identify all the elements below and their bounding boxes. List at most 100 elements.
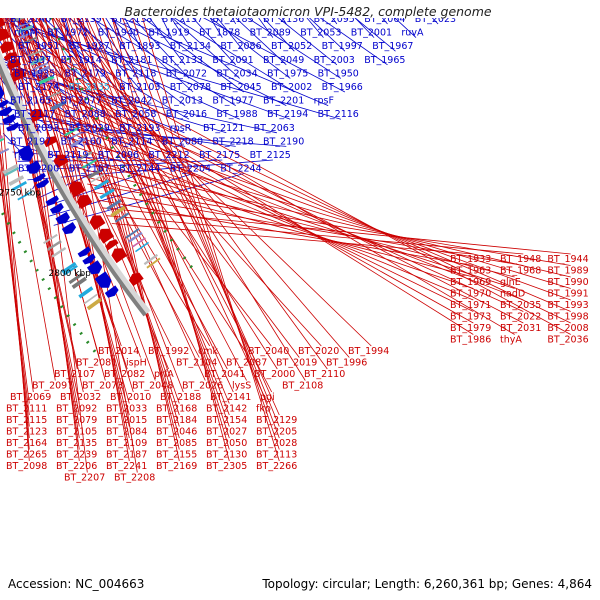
reverse-label-line bbox=[81, 18, 180, 462]
reverse-gene bbox=[76, 195, 93, 209]
scale-label: 2750 kbp bbox=[0, 188, 41, 198]
reverse-gene-label: BT_2142 bbox=[206, 404, 247, 415]
reverse-label-line bbox=[17, 18, 80, 450]
forward-label-line bbox=[0, 56, 143, 134]
forward-gene-label: ruvA bbox=[401, 28, 424, 39]
forward-gene-label: BT_2139 bbox=[61, 14, 102, 25]
forward-gene bbox=[77, 246, 91, 258]
reverse-gene-label: BT_2040 bbox=[248, 346, 289, 357]
forward-gene-label: BT_2204 bbox=[170, 164, 211, 175]
reverse-label-line bbox=[69, 18, 328, 370]
reverse-label-line bbox=[39, 93, 524, 312]
forward-gene-label: BT_1972 bbox=[47, 28, 88, 39]
reverse-gene bbox=[53, 154, 69, 169]
reverse-label-line bbox=[9, 18, 211, 347]
forward-gene-label: BT_2119 bbox=[47, 150, 88, 161]
forward-feature bbox=[47, 240, 62, 251]
forward-label-line bbox=[109, 18, 287, 106]
reverse-label-line bbox=[20, 18, 169, 370]
forward-feature bbox=[2, 164, 19, 175]
forward-feature bbox=[17, 191, 33, 201]
forward-gene-label: BT_2052 bbox=[271, 41, 312, 52]
forward-gene-label: BT_2174 bbox=[18, 82, 59, 93]
reverse-label-line bbox=[102, 18, 230, 450]
reverse-gene-label: prfA bbox=[154, 369, 174, 380]
reverse-feature bbox=[87, 168, 103, 179]
reverse-gene-label: BT_1996 bbox=[326, 358, 367, 369]
reverse-gene-label: BT_2155 bbox=[156, 450, 197, 461]
forward-gene-label: BT_2001 bbox=[351, 28, 392, 39]
reverse-label-line bbox=[111, 223, 474, 255]
forward-label-line bbox=[120, 18, 329, 106]
forward-gene-label: BT_2016 bbox=[166, 109, 207, 120]
reverse-label-line bbox=[112, 18, 280, 427]
reverse-gene-label: BT_2032 bbox=[60, 392, 101, 403]
reverse-gene-label: BT_1993 bbox=[547, 300, 588, 311]
forward-label-line bbox=[110, 18, 194, 93]
genome-map-body: 2300 kbp2350 kbp2400 kbp2450 kbp2500 kbp… bbox=[0, 14, 589, 484]
reverse-gene-label: BT_2135 bbox=[56, 438, 97, 449]
reverse-gene-label: BT_2110 bbox=[304, 369, 345, 380]
forward-gene-label: BT_2244 bbox=[220, 164, 261, 175]
reverse-label-line bbox=[39, 18, 206, 381]
reverse-gene-label: BT_1944 bbox=[547, 254, 588, 265]
reverse-feature bbox=[93, 179, 110, 190]
forward-gene-label: BT_1967 bbox=[372, 41, 413, 52]
reverse-label-line bbox=[78, 18, 306, 381]
reverse-label-line bbox=[0, 77, 30, 462]
reverse-label-line bbox=[28, 67, 524, 324]
reverse-label-line bbox=[64, 143, 515, 289]
reverse-gene-label: BT_1970 bbox=[450, 289, 491, 300]
reverse-gene bbox=[3, 52, 18, 61]
reverse-label-line bbox=[52, 18, 130, 462]
forward-gene-label: BT_2121 bbox=[203, 123, 244, 134]
reverse-gene-label: pgi bbox=[260, 392, 275, 403]
forward-gene bbox=[49, 202, 64, 214]
forward-label-line bbox=[93, 18, 139, 79]
reverse-gene-label: BT_2028 bbox=[256, 438, 297, 449]
reverse-label-line bbox=[111, 18, 230, 462]
reverse-gene-label: BT_2031 bbox=[500, 323, 541, 334]
reverse-gene bbox=[0, 28, 10, 42]
reverse-label-line bbox=[38, 18, 130, 439]
reverse-feature bbox=[66, 131, 82, 141]
reverse-gene-label: BT_2020 bbox=[298, 346, 339, 357]
reverse-gene-label: BT_2019 bbox=[276, 358, 317, 369]
reverse-gene-label: BT_2036 bbox=[547, 335, 588, 346]
forward-gene-label: BT_2160 bbox=[61, 136, 102, 147]
reverse-label-line bbox=[77, 167, 515, 278]
forward-gene-label: BT_2137 bbox=[162, 14, 203, 25]
reverse-feature bbox=[77, 151, 93, 161]
reverse-label-line bbox=[0, 23, 78, 370]
map-title: Bacteroides thetaiotaomicron VPI-5482, c… bbox=[124, 4, 491, 19]
reverse-label-line bbox=[55, 18, 350, 358]
reverse-label-line bbox=[21, 18, 156, 381]
reverse-gene-label: glnE bbox=[500, 277, 521, 288]
reverse-gene-label: BT_2041 bbox=[204, 369, 245, 380]
reverse-gene-label: BT_2097 bbox=[32, 381, 73, 392]
reverse-gene-label: BT_2085 bbox=[156, 438, 197, 449]
forward-gene-label: BT_2103 bbox=[119, 82, 160, 93]
reverse-label-line bbox=[84, 18, 230, 427]
reverse-gene-label: BT_2108 bbox=[282, 381, 323, 392]
forward-feature bbox=[51, 247, 67, 258]
reverse-gene-label: BT_2205 bbox=[256, 427, 297, 438]
forward-feature bbox=[8, 175, 25, 186]
reverse-gene bbox=[98, 228, 115, 244]
reverse-feature bbox=[30, 56, 47, 66]
forward-gene bbox=[61, 222, 77, 235]
forward-gene-label: BT_2165 bbox=[10, 96, 51, 107]
reverse-gene-label: BT_2305 bbox=[206, 461, 247, 472]
forward-gene-track bbox=[0, 85, 119, 298]
forward-feature bbox=[78, 286, 94, 299]
forward-gene-label: BT_1919 bbox=[148, 28, 189, 39]
reverse-feature bbox=[21, 36, 38, 45]
forward-gene-label: BT_1935 bbox=[14, 68, 55, 79]
reverse-feature bbox=[38, 75, 55, 85]
forward-gene-label: BT_1977 bbox=[212, 96, 253, 107]
reverse-gene-label: thyA bbox=[500, 335, 522, 346]
reverse-gene-label: BT_2141 bbox=[210, 392, 251, 403]
genome-summary-text: Topology: circular; Length: 6,260,361 bp… bbox=[261, 577, 592, 591]
genome-backbone-shadow bbox=[0, 49, 151, 316]
forward-gene-label: rimM bbox=[14, 28, 38, 39]
